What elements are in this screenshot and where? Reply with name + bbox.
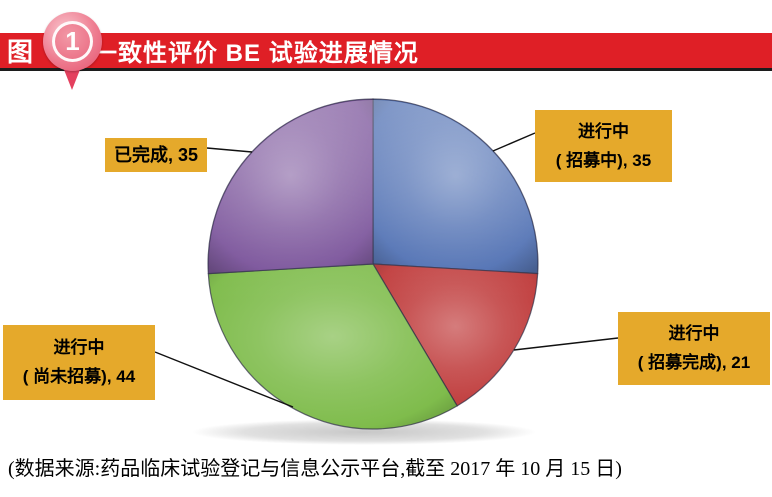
- figure-number-badge: 1: [43, 12, 102, 90]
- callout-value: ( 尚未招募), 44: [22, 367, 136, 386]
- badge-circle-icon: 1: [43, 12, 102, 71]
- callout-leader-line-1: [513, 337, 619, 351]
- figure-title: 一致性评价 BE 试验进展情况: [93, 40, 419, 67]
- callout-completed: 已完成, 35: [105, 138, 207, 172]
- callout-in-progress-recruiting: 进行中 ( 招募中), 35: [535, 110, 672, 182]
- callout-value: 已完成, 35: [113, 145, 199, 165]
- callout-in-progress-recruit-complete: 进行中 ( 招募完成), 21: [618, 312, 770, 385]
- callout-leader-line-3: [206, 147, 253, 153]
- callout-value: ( 招募中), 35: [555, 151, 652, 170]
- callout-text: 进行中: [578, 122, 629, 141]
- title-banner: 图 一致性评价 BE 试验进展情况: [0, 33, 772, 71]
- badge-number: 1: [65, 26, 80, 56]
- callout-text: 进行中: [668, 324, 720, 343]
- pie-gloss-highlight: [209, 100, 537, 428]
- callout-in-progress-not-recruited: 进行中 ( 尚未招募), 44: [3, 325, 155, 400]
- callout-leader-line-2: [154, 351, 294, 408]
- data-source-note: (数据来源:药品临床试验登记与信息公示平台,截至 2017 年 10 月 15 …: [8, 458, 622, 480]
- figure-label: 图: [7, 37, 34, 67]
- pie-shadow: [192, 419, 536, 445]
- callout-leader-line-0: [492, 132, 536, 152]
- badge-ring: [52, 21, 93, 62]
- callout-value: ( 招募完成), 21: [637, 353, 751, 372]
- callout-text: 进行中: [53, 338, 105, 357]
